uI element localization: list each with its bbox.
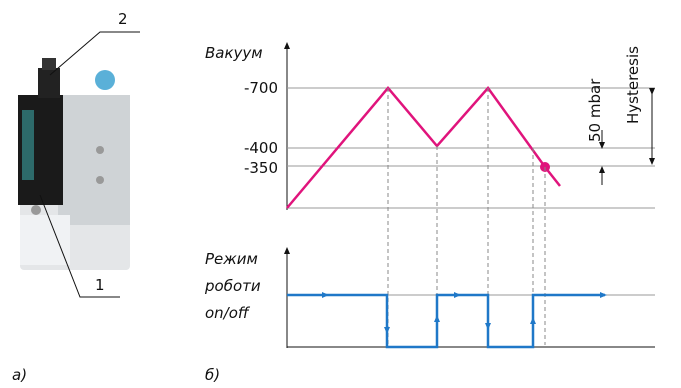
figure-label: б) (205, 366, 220, 384)
figure-label: а) (12, 366, 27, 384)
switch-signal (287, 295, 605, 347)
annotation: 50 mbar (586, 78, 604, 142)
axis-title: Режим (205, 250, 258, 268)
annotation: Hysteresis (624, 46, 642, 124)
tick-label: -400 (244, 139, 278, 157)
callout: 2 (118, 10, 128, 28)
tick-label: -700 (244, 79, 278, 97)
callout: 1 (95, 276, 105, 294)
device-photo (18, 58, 130, 270)
axis-title: on/off (205, 304, 251, 322)
figure: 2 1 а) Вакуум -700 -400 -350 50 mbar Hys… (0, 0, 681, 388)
axis-title: Вакуум (205, 44, 263, 62)
callout-line (50, 32, 140, 75)
axis-title: роботи (204, 277, 261, 295)
tick-label: -350 (244, 159, 278, 177)
